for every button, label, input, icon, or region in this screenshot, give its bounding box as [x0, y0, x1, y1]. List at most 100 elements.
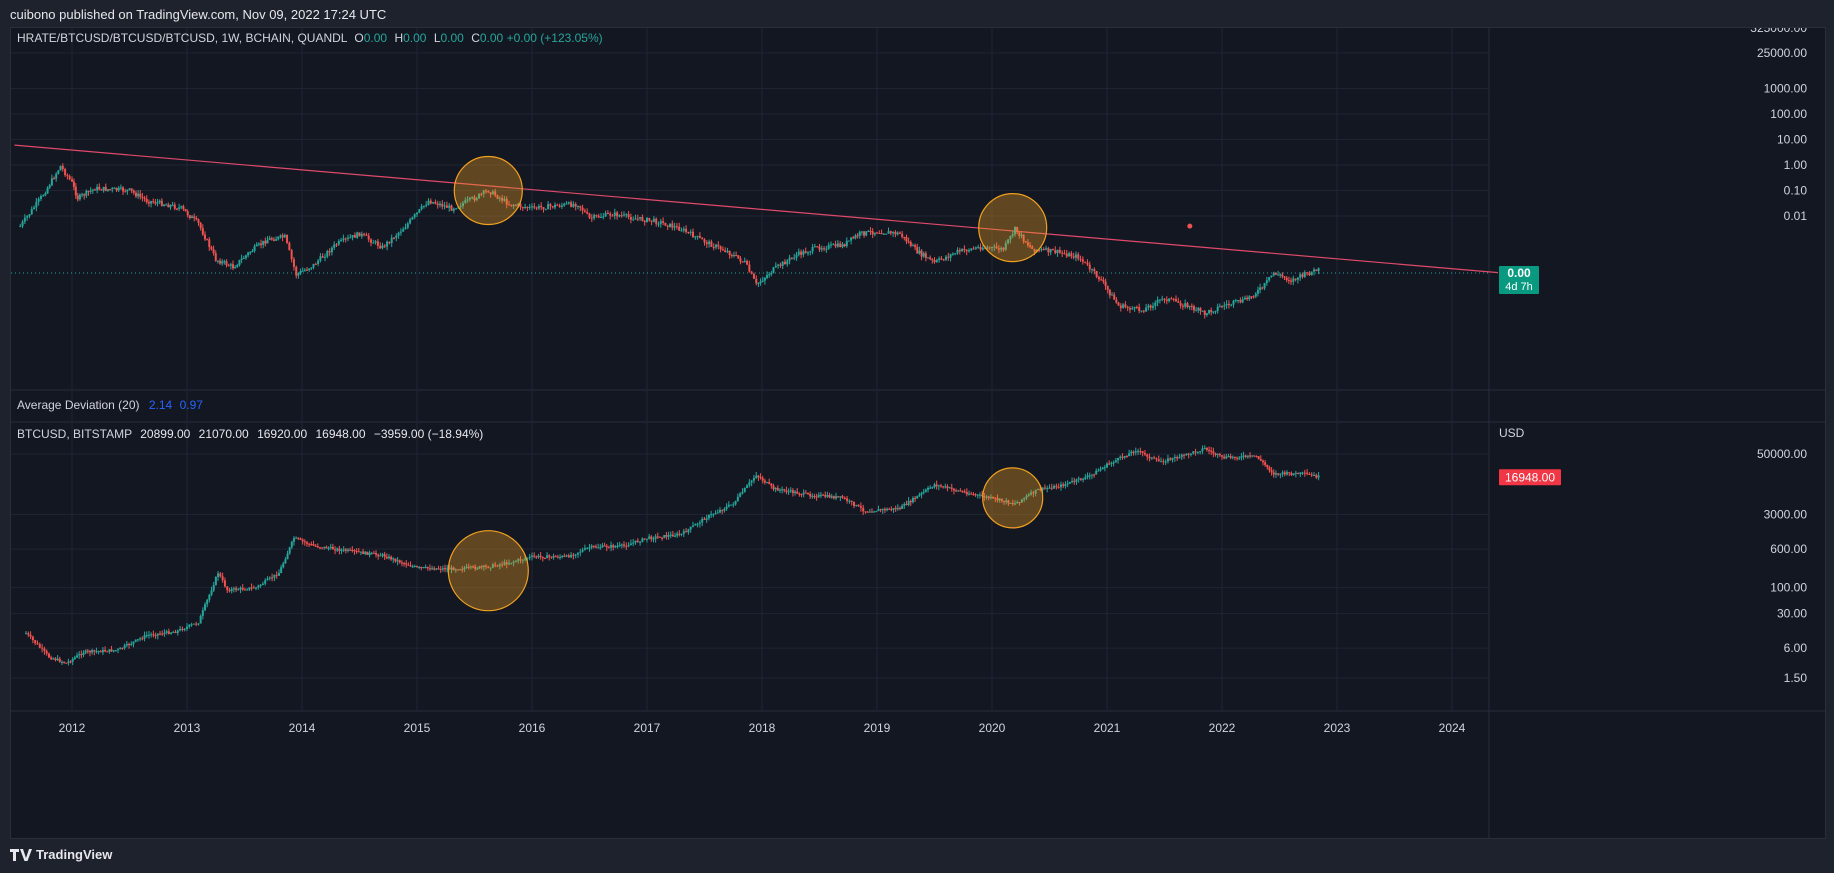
pane1-candle-body: [383, 245, 386, 247]
chart-container[interactable]: 2012 2013 2014 2015 2016 2017 2018 2019 2020 2021…: [10, 27, 1826, 839]
x-tick-label: 2023: [1324, 721, 1351, 735]
pane1-candle-body: [122, 187, 125, 192]
pane1-candle-body: [757, 282, 760, 284]
pane3-candle-body: [548, 555, 551, 557]
pane1-candle-body: [1239, 300, 1242, 303]
pane3-candle-body: [1251, 455, 1254, 457]
pane1-candle-body: [581, 207, 584, 211]
pane3-candle-body: [56, 658, 59, 661]
pane1-candle-body: [1208, 309, 1211, 314]
pane1-candle-body: [595, 215, 598, 217]
pane3-candle-body: [929, 487, 932, 489]
pane3-candle-body: [554, 556, 557, 558]
pane3-candle-body: [680, 533, 683, 535]
pane1-candle-body: [319, 256, 322, 261]
pane3-candle-body: [933, 484, 936, 488]
pane3-unit-label: USD: [1499, 426, 1525, 440]
pane1-candle-body: [279, 235, 282, 237]
pane1-candle-body: [752, 273, 755, 279]
chart-svg[interactable]: 2012 2013 2014 2015 2016 2017 2018 2019 2020 2021…: [11, 28, 1825, 838]
pane1-candle-body: [1063, 253, 1066, 255]
pane1-candle-body: [965, 249, 968, 252]
pane3-candle-body: [261, 583, 264, 585]
pane3-candle-body: [465, 566, 468, 569]
pane1-candle-body: [629, 217, 632, 220]
pane3-candle-body: [1270, 470, 1273, 473]
pane1-title: HRATE/BTCUSD/BTCUSD/BTCUSD, 1W, BCHAIN, …: [17, 31, 348, 45]
pane1-candle-body: [586, 211, 589, 214]
pane1-candle-body: [997, 248, 1000, 250]
pane1-candle-body: [1031, 246, 1034, 249]
pane3-candle-body: [510, 562, 513, 564]
pane3-candle-body: [839, 496, 842, 498]
pane3-candle-body: [1266, 464, 1269, 468]
pane3-candle-body: [843, 497, 846, 499]
pane1-candle-body: [132, 190, 135, 193]
pane3-candle-body: [1196, 451, 1199, 453]
x-tick-label: 2021: [1094, 721, 1121, 735]
pane1-candle-body: [199, 222, 202, 229]
pane1-candle-body: [247, 252, 250, 256]
pane1-candle-body: [1230, 304, 1233, 306]
pane1-candle-body: [55, 173, 58, 179]
pane1-candle-body: [240, 258, 243, 260]
pane1-candle-body: [72, 181, 75, 187]
pane3-candle-body: [785, 490, 788, 492]
pane1-candle-body: [422, 205, 425, 207]
pane3-candle-body: [757, 475, 760, 477]
pane1-candle-body: [264, 240, 267, 244]
pane1-candle-body: [671, 223, 674, 228]
pane3-candle-body: [830, 496, 833, 498]
pane1-candle-body: [1294, 278, 1297, 280]
pane3-candle-body: [577, 552, 579, 555]
indicator-legend: Average Deviation (20) 2.14 0.97: [17, 398, 203, 412]
pane1-candle-body: [556, 204, 559, 206]
pane1-candle-body: [547, 204, 550, 210]
pane3-candle-body: [629, 543, 632, 546]
pane1-candle-body: [995, 246, 998, 249]
pane3-candle-body: [1007, 500, 1010, 504]
pane1-candle-body: [374, 241, 377, 243]
pane1-candle-body: [685, 228, 688, 233]
pane1-candle-body: [1042, 249, 1045, 251]
pane1-candle-body: [535, 207, 538, 209]
pane1-candle-body: [441, 203, 444, 207]
pane1-candle-body: [1232, 300, 1235, 305]
pane3-candle-body: [687, 529, 690, 533]
pane1-candle-body: [314, 263, 317, 265]
pane1-candle-body: [491, 191, 494, 195]
pane3-candle-body: [329, 546, 332, 549]
pane1-candle-body: [100, 189, 103, 191]
pane3-candle-body: [195, 623, 198, 625]
pane3-candle-body: [1261, 460, 1264, 463]
pane3-candle-body: [359, 551, 362, 553]
pane1-candle-body: [825, 248, 828, 250]
pane1-candle-body: [1007, 239, 1010, 244]
pane1-candle-body: [1212, 311, 1215, 313]
pane1-candle-body: [636, 218, 639, 220]
pane1-candle-body: [206, 239, 209, 241]
pane1-candle-body: [929, 257, 932, 260]
pane1-candle-body: [347, 237, 349, 239]
pane3-candle-body: [472, 566, 475, 568]
pane3-candle-body: [1090, 474, 1093, 476]
pane1-candle-body: [565, 203, 568, 205]
pane1-candle-body: [59, 165, 62, 171]
pane3-change: −3959.00 (−18.94%): [373, 427, 484, 441]
pane3-candle-body: [846, 498, 849, 501]
pane3-candle-body: [761, 478, 764, 481]
pane1-candle-body: [1152, 306, 1154, 308]
pane1-candle-body: [1070, 253, 1073, 257]
pane3-candle-body: [407, 564, 410, 566]
pane3-y-tick-label: 1.50: [1784, 671, 1808, 685]
pane3-candle-body: [80, 654, 83, 656]
pane1-candle-body: [489, 192, 492, 195]
pane1-candle-body: [666, 225, 669, 227]
pane1-candle-body: [475, 198, 478, 201]
pane3-candle-body: [446, 568, 449, 570]
pane3-candle-body: [271, 577, 274, 579]
pane3-candle-body: [978, 494, 981, 496]
pane1-candle-body: [899, 232, 901, 234]
pane1-candle-body: [1246, 297, 1249, 300]
pane1-candle-body: [860, 231, 863, 233]
